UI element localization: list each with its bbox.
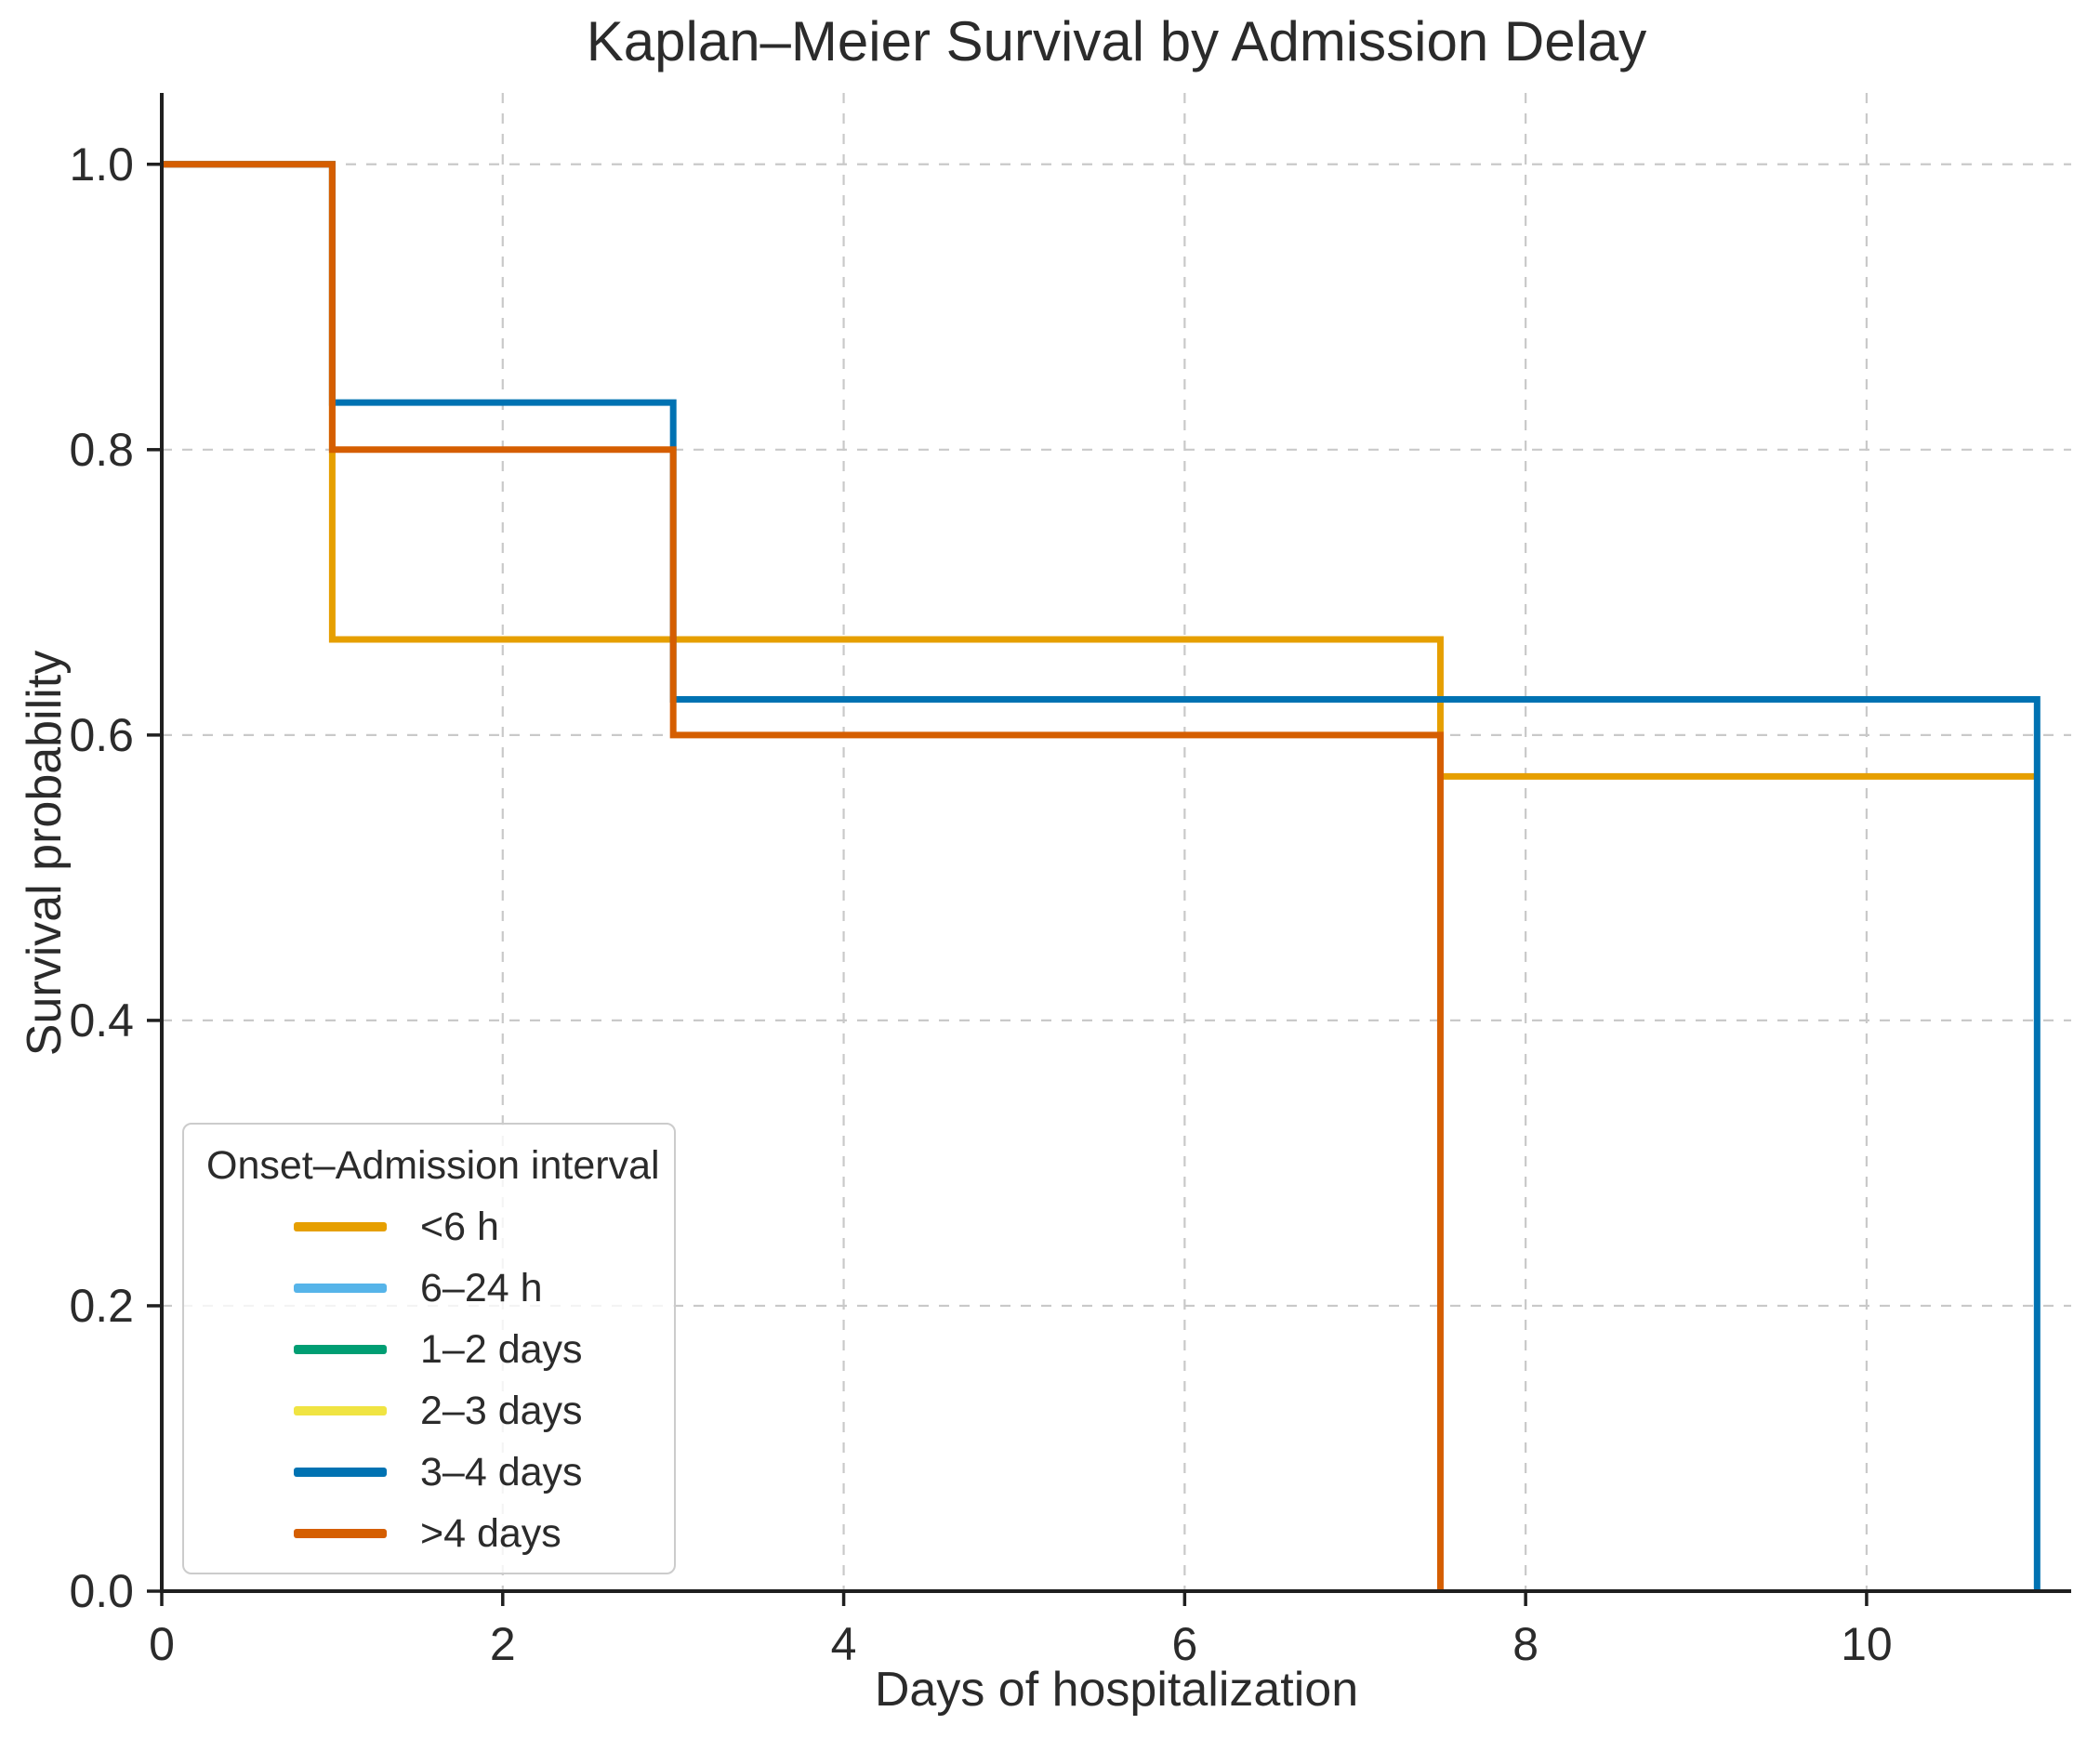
survival-curve--4-days [162,161,1444,1591]
y-tick-label: 1.0 [69,138,134,191]
legend: Onset–Admission interval <6 h 6–24 h 1–2 d… [182,1123,676,1574]
x-tick-label: 10 [1841,1618,1893,1670]
legend-swatch [294,1406,387,1415]
legend-item: >4 days [184,1503,674,1564]
x-axis-label: Days of hospitalization [874,1663,1359,1717]
legend-item-label: 2–3 days [420,1388,583,1433]
survival-curve--6-h [162,161,2038,780]
legend-item-label: 6–24 h [420,1265,543,1310]
legend-item-label: 3–4 days [420,1449,583,1494]
x-tick-label: 4 [830,1618,857,1670]
x-tick-label: 0 [149,1618,175,1670]
y-tick-label: 0.6 [69,708,134,761]
legend-item: 1–2 days [184,1319,674,1380]
legend-item: <6 h [184,1196,674,1257]
legend-title: Onset–Admission interval [206,1143,660,1188]
chart-title: Kaplan–Meier Survival by Admission Delay [586,10,1647,72]
legend-items: <6 h 6–24 h 1–2 days 2–3 days 3–4 days >4 day… [184,1196,674,1564]
y-tick-label: 0.8 [69,423,134,476]
legend-item-label: >4 days [420,1510,561,1556]
legend-swatch [294,1222,387,1231]
legend-item: 6–24 h [184,1257,674,1319]
legend-swatch [294,1529,387,1538]
legend-item-label: 1–2 days [420,1326,583,1372]
x-tick-label: 6 [1171,1618,1198,1670]
legend-swatch [294,1284,387,1293]
x-tick-label: 8 [1512,1618,1539,1670]
legend-item: 2–3 days [184,1380,674,1442]
y-tick-label: 0.4 [69,994,134,1047]
legend-item-label: <6 h [420,1204,499,1249]
legend-swatch [294,1345,387,1354]
y-tick-label: 0.2 [69,1279,134,1332]
legend-item: 3–4 days [184,1442,674,1503]
legend-swatch [294,1468,387,1477]
x-tick-label: 2 [489,1618,516,1670]
y-tick-label: 0.0 [69,1565,134,1617]
